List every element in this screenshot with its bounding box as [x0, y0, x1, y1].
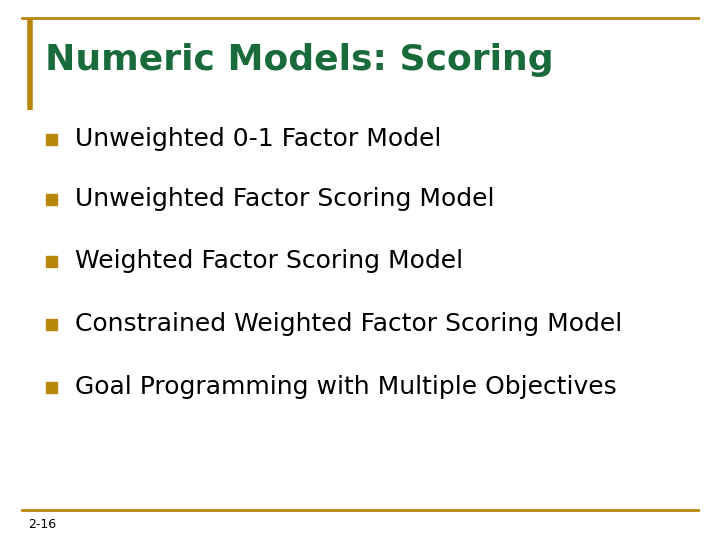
Bar	[46, 194, 57, 205]
Text: Goal Programming with Multiple Objectives: Goal Programming with Multiple Objective…	[75, 375, 617, 399]
Bar	[46, 256, 57, 267]
Bar	[46, 134, 57, 145]
Text: Numeric Models: Scoring: Numeric Models: Scoring	[45, 43, 554, 77]
Bar	[46, 382, 57, 393]
Text: Constrained Weighted Factor Scoring Model: Constrained Weighted Factor Scoring Mode…	[75, 312, 622, 336]
Text: Unweighted 0-1 Factor Model: Unweighted 0-1 Factor Model	[75, 127, 441, 151]
Text: Weighted Factor Scoring Model: Weighted Factor Scoring Model	[75, 249, 463, 273]
Bar	[46, 319, 57, 330]
Text: 2-16: 2-16	[28, 518, 56, 531]
Text: Unweighted Factor Scoring Model: Unweighted Factor Scoring Model	[75, 187, 495, 211]
